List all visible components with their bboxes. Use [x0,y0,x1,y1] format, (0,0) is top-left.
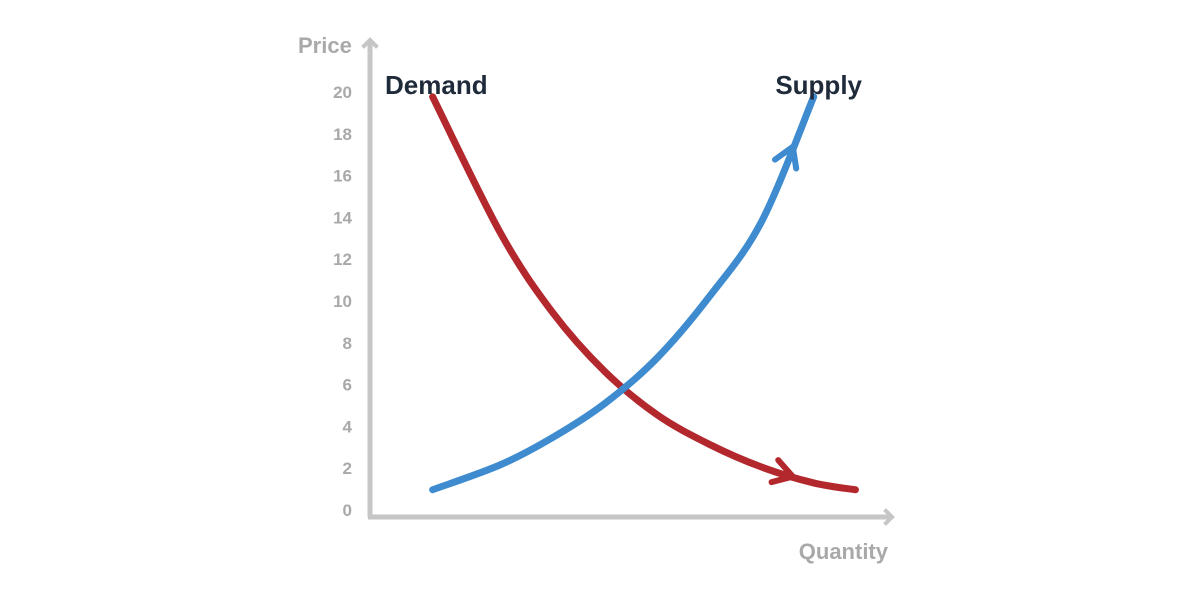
y-tick-labels: 0 2 4 6 8 10 12 14 16 18 20 [333,83,352,520]
y-tick-label: 20 [333,83,352,102]
y-tick-label: 18 [333,125,352,144]
y-tick-label: 10 [333,292,352,311]
supply-direction-arrow-icon [771,143,800,172]
demand-direction-arrow-icon [768,457,796,486]
supply-series-label: Supply [775,70,862,100]
y-tick-label: 16 [333,167,352,186]
y-tick-label: 12 [333,250,352,269]
y-axis-title: Price [298,33,352,58]
series-layer [429,93,859,494]
demand-series-label: Demand [385,70,488,100]
y-tick-label: 8 [343,334,352,353]
y-tick-label: 14 [333,208,352,227]
y-axis-arrow-icon [361,37,379,49]
y-tick-label: 4 [343,417,353,436]
y-tick-label: 2 [343,459,352,478]
y-tick-label: 0 [343,501,352,520]
x-axis-title: Quantity [799,539,889,564]
axes [361,37,895,526]
x-axis-arrow-icon [883,508,895,526]
supply-curve [429,93,818,494]
y-tick-label: 6 [343,376,352,395]
